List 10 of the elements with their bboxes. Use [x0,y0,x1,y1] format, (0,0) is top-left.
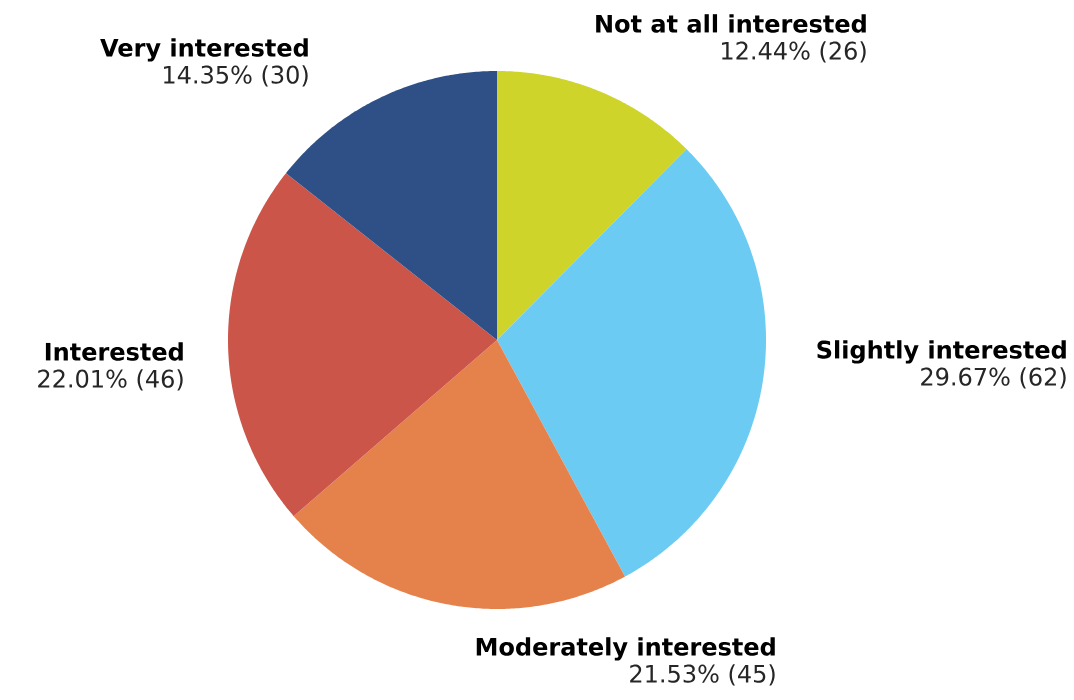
slice-label: Slightly interested [817,340,1066,364]
slice-label: Interested [45,342,183,361]
data-label: 21.53% (45) [630,664,775,686]
slice-label: Not at all interested [596,14,866,33]
data-label: 12.44% (26) [722,41,866,63]
data-label: 14.35% (30) [164,65,308,87]
data-label: 29.67% (62) [921,367,1066,389]
data-label: 22.01% (46) [38,369,183,391]
slice-label: Very interested [100,38,308,62]
slice-label: Moderately interested [476,637,775,661]
